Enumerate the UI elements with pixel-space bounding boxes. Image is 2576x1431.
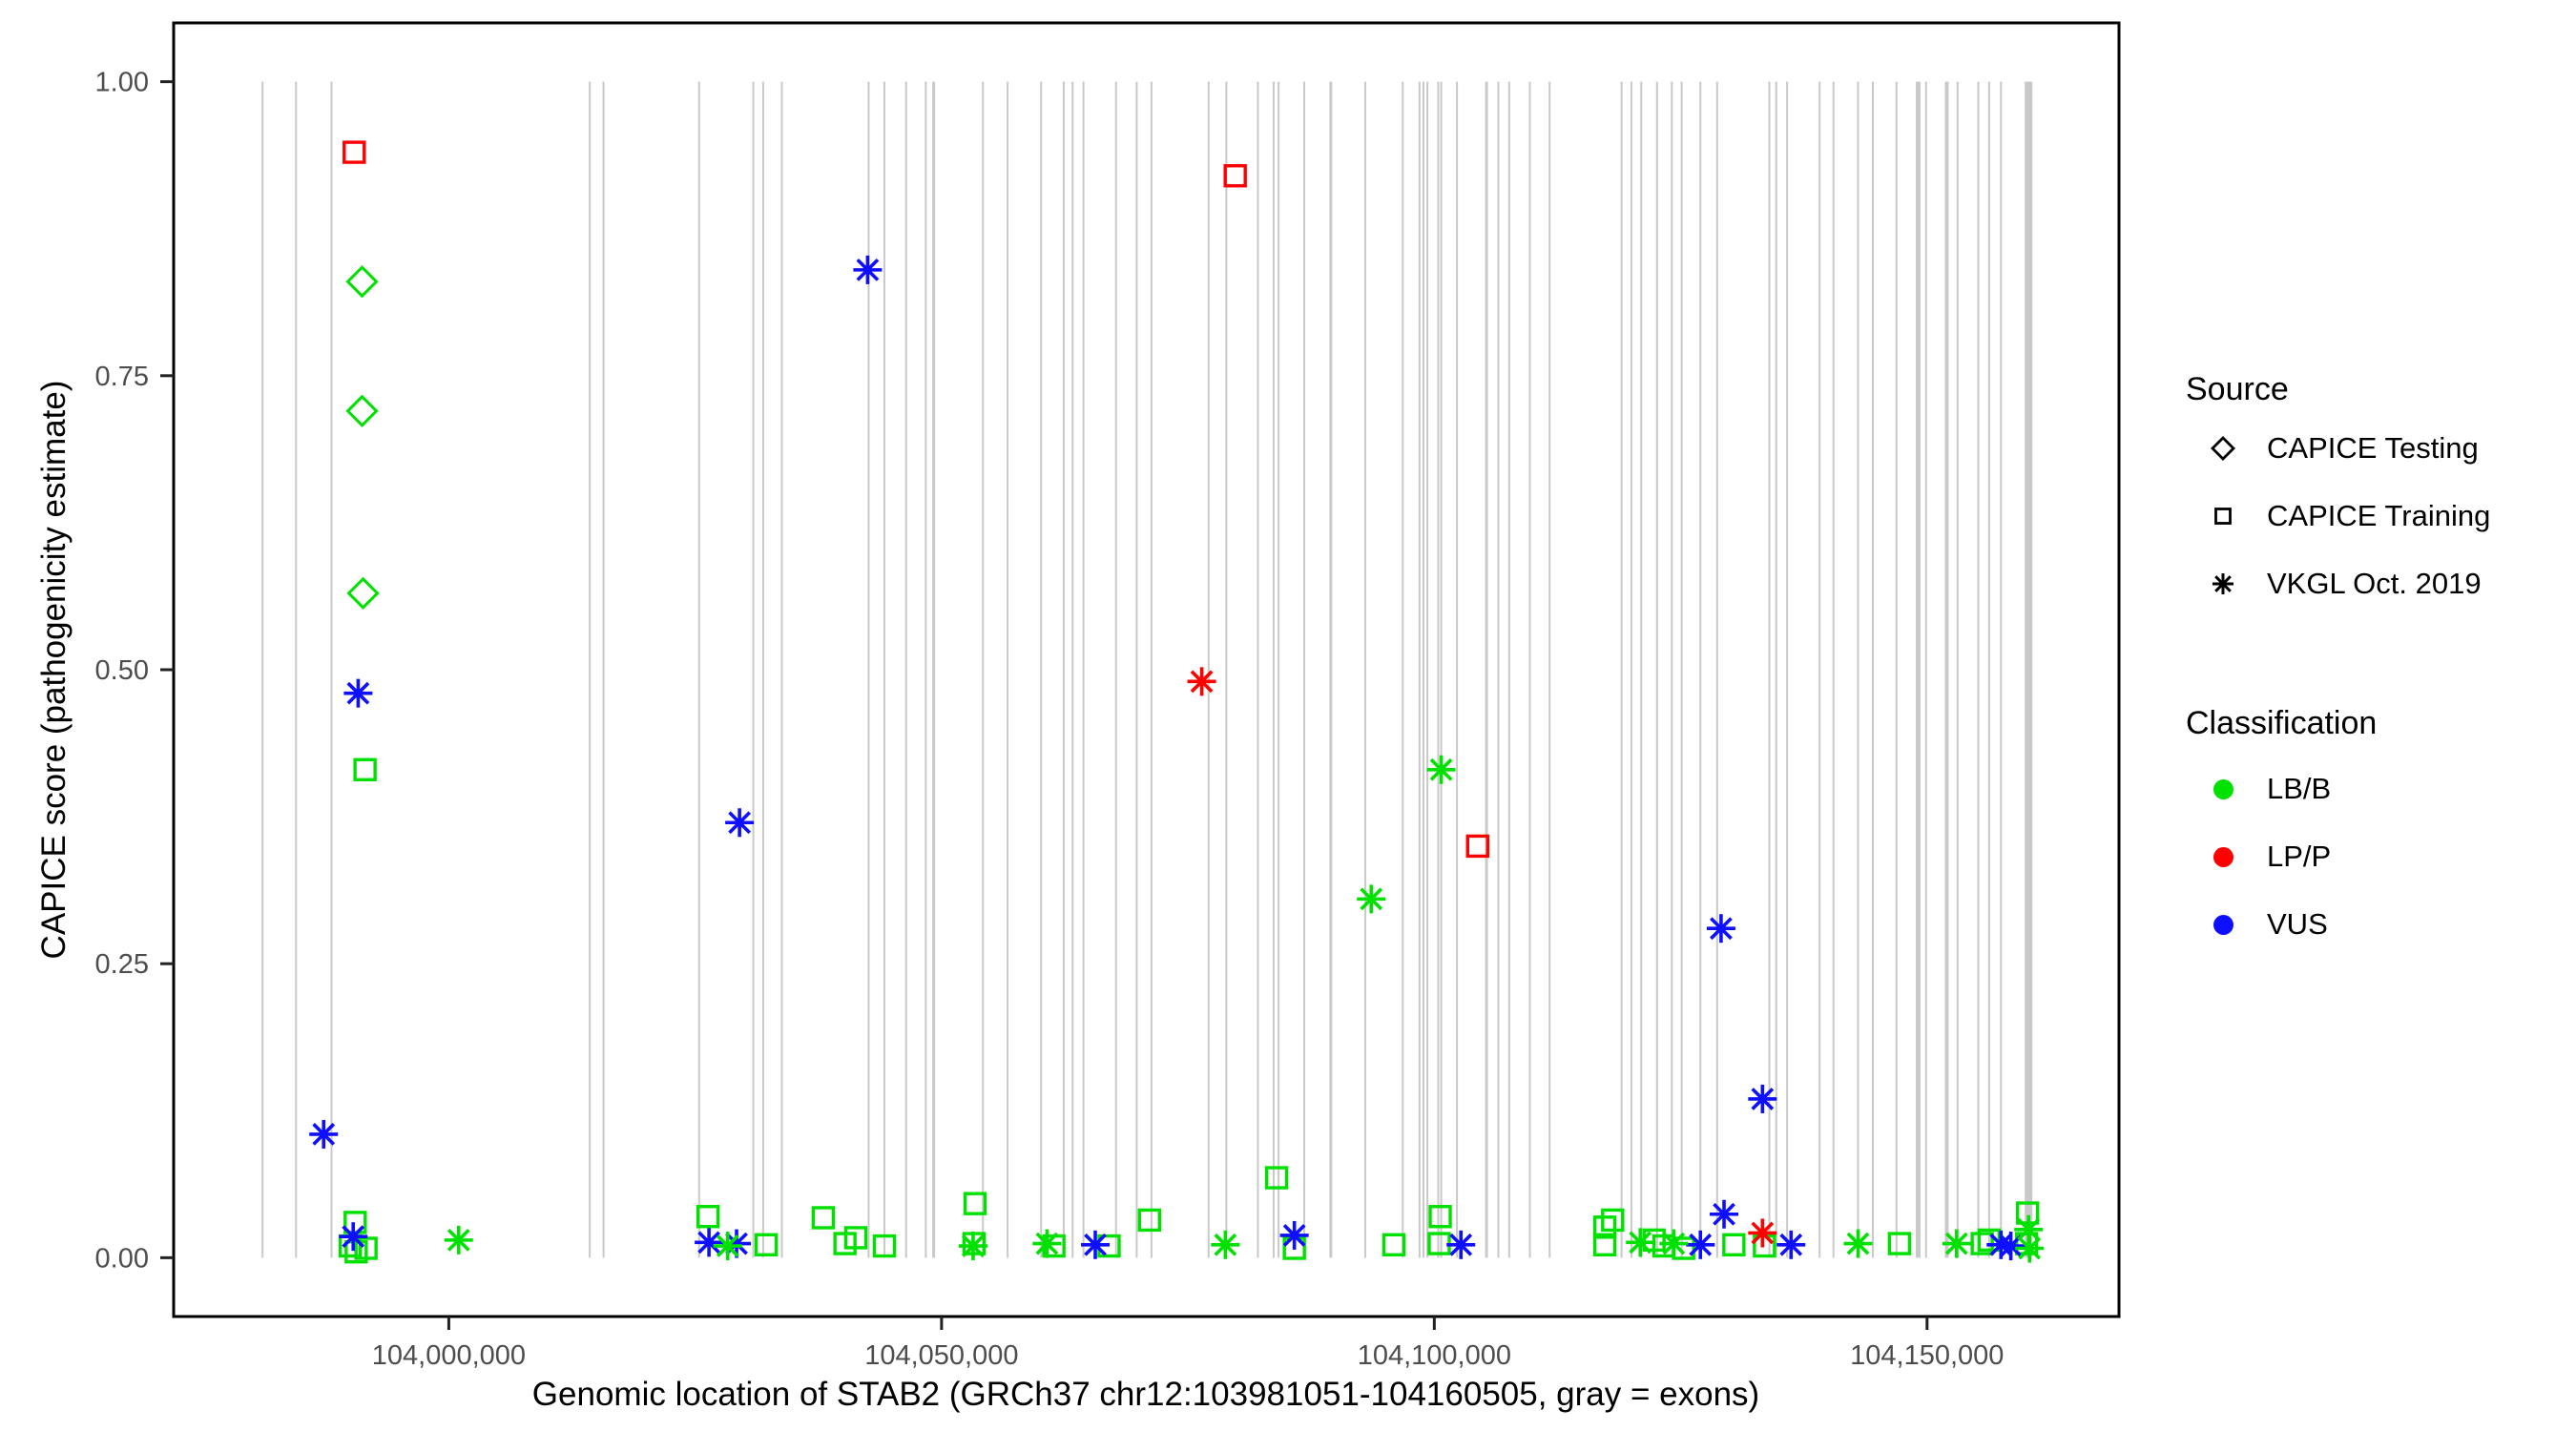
point-asterisk xyxy=(1999,1234,2023,1257)
point-square xyxy=(1381,1233,1406,1257)
point-square xyxy=(843,1226,868,1250)
y-tick-label: 0.25 xyxy=(95,949,149,980)
point-asterisk xyxy=(697,1231,720,1255)
legend-item-vus: VUS xyxy=(2204,905,2328,944)
point-asterisk xyxy=(1360,887,1383,911)
x-tick-label: 104,100,000 xyxy=(1358,1340,1511,1371)
point-asterisk xyxy=(1035,1232,1059,1255)
point-asterisk xyxy=(342,1225,365,1249)
point-asterisk xyxy=(2017,1217,2041,1241)
point-asterisk xyxy=(1944,1232,1968,1255)
x-tick-label: 104,150,000 xyxy=(1850,1340,2004,1371)
point-asterisk xyxy=(1710,917,1733,941)
legend-item-label: LB/B xyxy=(2267,772,2332,805)
legend-item-label: LP/P xyxy=(2267,840,2332,873)
point-asterisk xyxy=(346,681,370,705)
point-asterisk xyxy=(1662,1232,1686,1255)
point-asterisk xyxy=(312,1123,336,1146)
point-asterisk xyxy=(1214,1233,1237,1256)
point-asterisk xyxy=(1190,670,1214,694)
point-asterisk xyxy=(1846,1232,1870,1255)
y-axis-title: CAPICE score (pathogenicity estimate) xyxy=(35,380,73,960)
panel-border xyxy=(172,21,2121,1318)
point-asterisk xyxy=(1713,1202,1735,1226)
point-asterisk xyxy=(1282,1224,1306,1247)
point-square xyxy=(1264,1166,1289,1190)
point-asterisk xyxy=(447,1228,470,1252)
x-tick-label: 104,050,000 xyxy=(864,1340,1018,1371)
legend-item-label: CAPICE Testing xyxy=(2267,431,2479,465)
point-square xyxy=(353,757,377,781)
lbb-color-dot xyxy=(2213,778,2233,799)
legend-item-lbb: LB/B xyxy=(2204,770,2331,808)
point-square xyxy=(1592,1215,1617,1239)
point-square xyxy=(872,1234,897,1258)
vus-color-dot xyxy=(2213,914,2233,935)
legend-item-vkgl: VKGL Oct. 2019 xyxy=(2204,565,2482,603)
lpp-color-dot xyxy=(2213,846,2233,867)
point-diamond xyxy=(345,265,379,299)
legend-source-title: Source xyxy=(2186,371,2289,407)
y-tick-label: 0.75 xyxy=(95,362,149,392)
point-asterisk xyxy=(856,258,880,281)
legend-item-capice-training: CAPICE Training xyxy=(2204,497,2490,535)
x-tick-label: 104,000,000 xyxy=(372,1340,526,1371)
point-asterisk xyxy=(1449,1233,1473,1256)
point-asterisk xyxy=(2018,1236,2042,1260)
point-asterisk xyxy=(1429,757,1453,781)
point-asterisk xyxy=(716,1234,739,1257)
point-asterisk xyxy=(728,811,752,835)
point-square xyxy=(1722,1233,1746,1257)
point-square xyxy=(754,1233,779,1257)
point-asterisk xyxy=(1629,1231,1652,1255)
legend-item-label: CAPICE Training xyxy=(2267,499,2491,532)
point-square xyxy=(1977,1228,2002,1253)
point-asterisk xyxy=(1751,1221,1775,1245)
point-square xyxy=(1592,1233,1617,1257)
legend-item-label: VUS xyxy=(2267,907,2328,941)
y-tick-label: 0.00 xyxy=(95,1243,149,1274)
diamond-icon xyxy=(2211,436,2235,461)
point-diamond xyxy=(346,576,380,610)
point-asterisk xyxy=(1751,1088,1775,1110)
point-square xyxy=(1223,164,1247,188)
square-icon xyxy=(2214,508,2232,525)
point-square xyxy=(1428,1205,1452,1229)
point-square xyxy=(1601,1208,1625,1233)
point-asterisk xyxy=(1779,1233,1803,1256)
point-asterisk xyxy=(1689,1233,1713,1256)
point-asterisk xyxy=(962,1234,985,1257)
asterisk-icon xyxy=(2212,573,2233,594)
legend-classification-title: Classification xyxy=(2186,705,2378,741)
y-tick-label: 0.50 xyxy=(95,655,149,686)
legend-item-label: VKGL Oct. 2019 xyxy=(2267,567,2482,600)
point-diamond xyxy=(345,394,379,427)
y-tick-label: 1.00 xyxy=(95,68,149,98)
point-square xyxy=(1465,834,1489,859)
point-square xyxy=(1137,1208,1162,1233)
point-square xyxy=(963,1192,987,1215)
point-asterisk xyxy=(1084,1233,1107,1256)
point-square xyxy=(1887,1232,1912,1255)
point-square xyxy=(696,1205,720,1229)
point-square xyxy=(343,140,366,164)
point-square xyxy=(811,1206,836,1230)
legend-item-capice-testing: CAPICE Testing xyxy=(2204,429,2479,467)
point-square xyxy=(1427,1232,1451,1255)
x-axis-title: Genomic location of STAB2 (GRCh37 chr12:… xyxy=(531,1376,1760,1413)
legend-item-lpp: LP/P xyxy=(2204,838,2331,876)
